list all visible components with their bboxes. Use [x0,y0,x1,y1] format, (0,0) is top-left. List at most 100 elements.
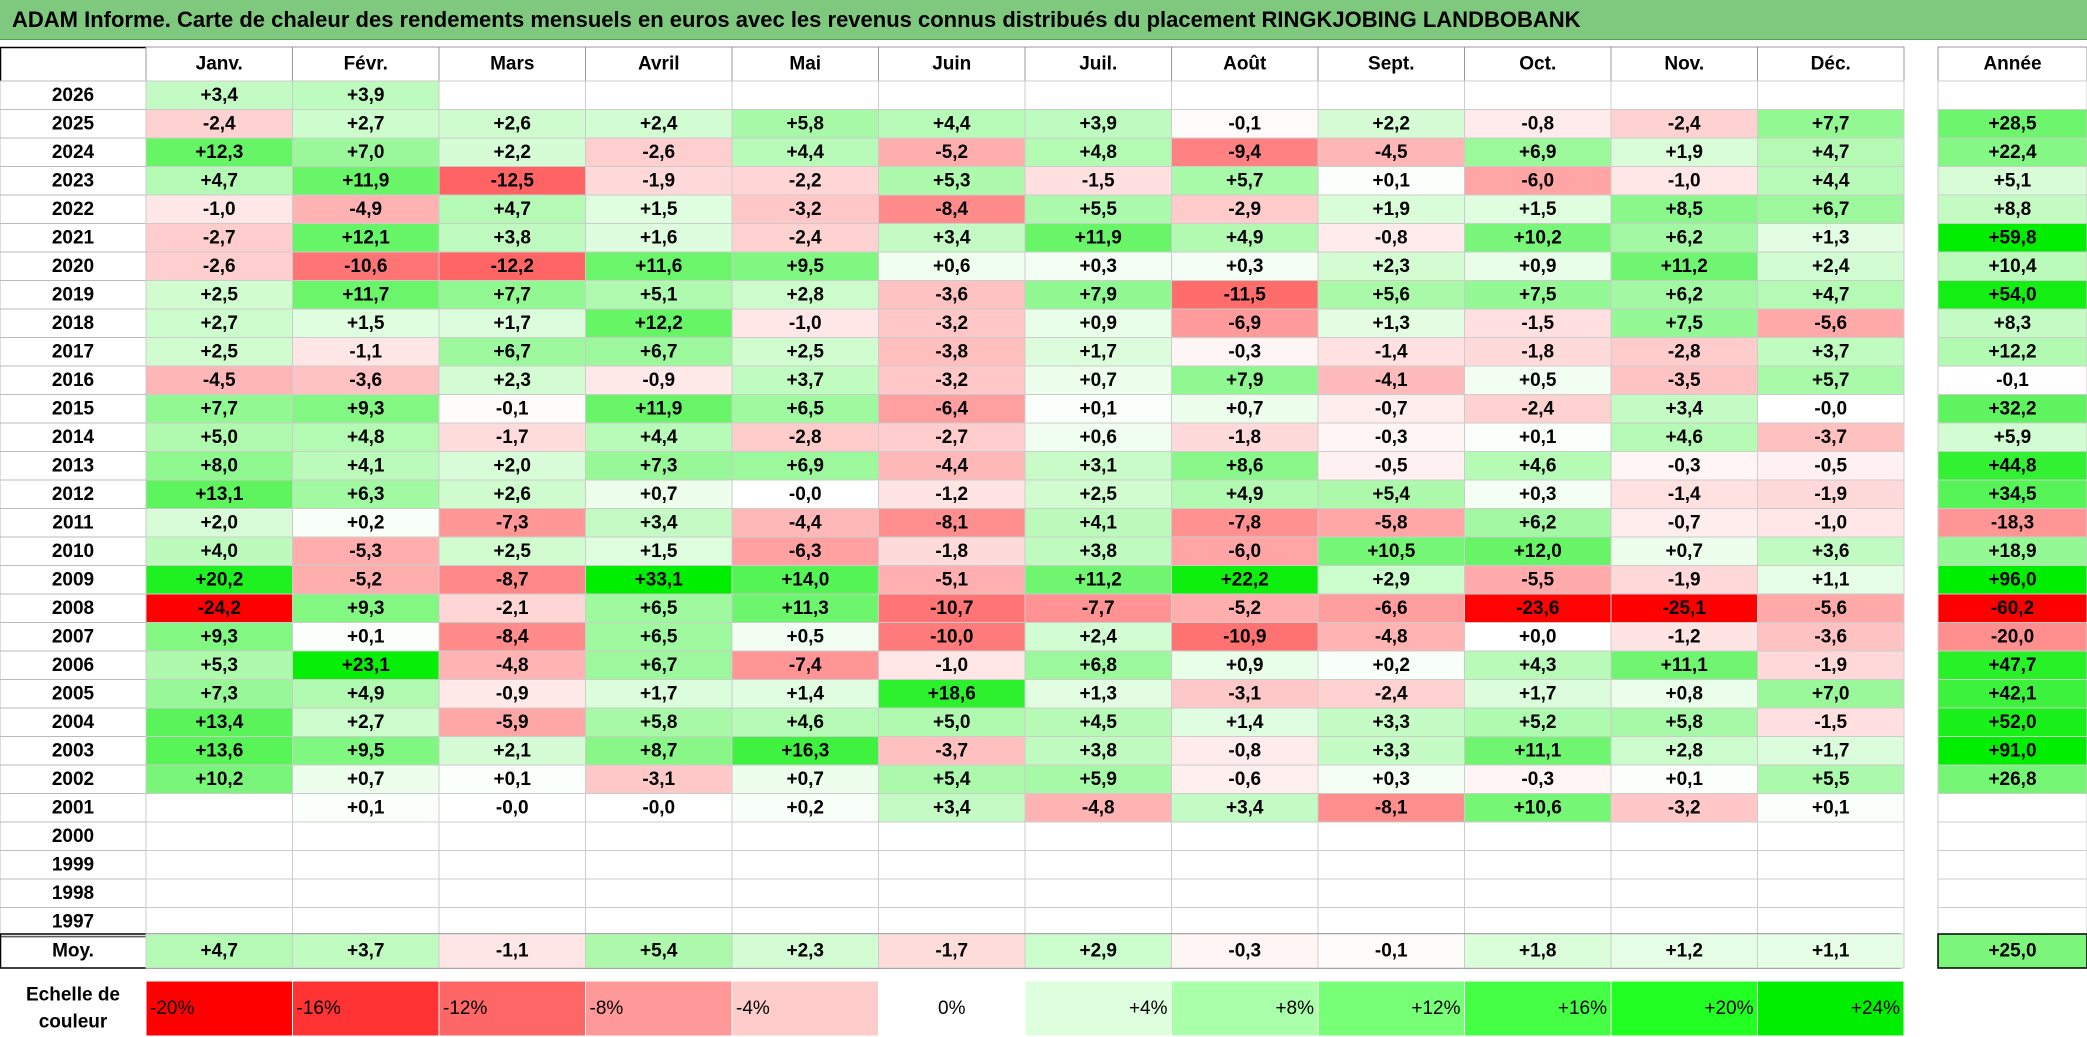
cell-value: +9,5 [347,740,385,761]
average-cell [1317,933,1465,969]
cell-value: -4,8 [1375,626,1408,647]
scale-label: +8% [1275,998,1314,1019]
heatmap-cell [438,166,586,196]
cell-value: -5,2 [1228,598,1261,619]
annual-value: +32,2 [1988,398,2036,419]
heatmap-cell [145,137,293,167]
heatmap-cell [585,508,733,538]
heatmap-cell [438,337,586,367]
cell-value: -7,8 [1228,512,1261,533]
cell-value: +4,3 [1519,655,1557,676]
heatmap-cell [1171,223,1319,253]
month-header: Févr. [344,54,388,75]
heatmap-cell [438,308,586,338]
annual-cell [1937,251,2087,281]
annual-cell [1937,536,2087,566]
cell-value: +7,7 [493,284,531,305]
annual-cell [1937,622,2087,652]
cell-value: +1,7 [1079,341,1117,362]
cell-value: +4,5 [1079,712,1117,733]
heatmap-cell [1317,508,1465,538]
heatmap-cell [438,878,586,908]
heatmap-cell [878,622,1026,652]
heatmap-cell [1024,451,1172,481]
scale-label-line2: couleur [39,1012,108,1033]
cell-value: +0,6 [1079,427,1117,448]
cell-value: +2,4 [1812,256,1850,277]
cell-value: +7,9 [1079,284,1117,305]
annual-value: +96,0 [1988,569,2036,590]
cell-value: -2,6 [203,256,236,277]
cell-value: +0,1 [493,769,531,790]
cell-value: +13,6 [195,740,243,761]
cell-value: -2,6 [642,142,675,163]
average-cell [438,933,586,969]
annual-cell [1937,451,2087,481]
annual-value: +8,8 [1994,199,2032,220]
cell-value: +5,4 [933,769,971,790]
year-label: 2011 [52,512,94,533]
cell-value: +6,7 [1812,199,1850,220]
cell-value: +2,5 [200,284,238,305]
heatmap-cell [585,850,733,880]
heatmap-cell [1024,764,1172,794]
cell-value: +0,8 [1665,683,1703,704]
cell-value: -8,1 [1375,797,1408,818]
scale-label: -4% [736,998,770,1019]
year-label: 2023 [52,170,94,191]
heatmap-cell [438,109,586,139]
annual-cell [1937,479,2087,509]
heatmap-cell [1024,166,1172,196]
cell-value: +3,7 [786,370,824,391]
month-header: Avril [638,54,680,75]
cell-value: -4,4 [789,512,822,533]
cell-value: +0,7 [1226,398,1264,419]
cell-value: +0,2 [1372,655,1410,676]
heatmap-cell [438,821,586,851]
heatmap-cell [1171,137,1319,167]
heatmap-cell [731,422,879,452]
cell-value: -0,0 [1814,398,1847,419]
cell-value: +7,7 [200,398,238,419]
heatmap-cell [1171,394,1319,424]
cell-value: +11,2 [1075,569,1122,590]
average-cell [731,933,879,969]
heatmap-cell [731,650,879,680]
heatmap-cell [292,308,440,338]
cell-value: +7,5 [1519,284,1557,305]
cell-value: -7,4 [789,655,822,676]
cell-value: -1,2 [1668,626,1701,647]
cell-value: -1,9 [1814,655,1847,676]
heatmap-cell [1757,650,1905,680]
cell-value: -2,9 [1228,199,1261,220]
cell-value: -8,4 [935,199,968,220]
cell-value: -10,9 [1223,626,1266,647]
heatmap-cell [1610,451,1758,481]
heatmap-cell [292,565,440,595]
heatmap-cell [438,907,586,937]
heatmap-cell [438,80,586,110]
annual-cell [1937,223,2087,253]
cell-value: +1,7 [1812,740,1850,761]
heatmap-cell [438,650,586,680]
cell-value: -0,0 [642,797,675,818]
heatmap-cell [1171,337,1319,367]
heatmap-cell [731,764,879,794]
heatmap-cell [1171,793,1319,823]
heatmap-cell [878,508,1026,538]
heatmap-cell [438,850,586,880]
annual-value: +91,0 [1988,740,2036,761]
cell-value: -7,7 [1082,598,1115,619]
average-value: +1,1 [1812,941,1850,962]
cell-value: +7,7 [1812,113,1850,134]
cell-value: +0,1 [1665,769,1703,790]
heatmap-cell [878,280,1026,310]
cell-value: +1,6 [640,227,678,248]
cell-value: -4,5 [203,370,236,391]
cell-value: +2,3 [1372,256,1410,277]
cell-value: +0,3 [1372,769,1410,790]
cell-value: +11,7 [342,284,389,305]
heatmap-cell [1464,707,1612,737]
month-header: Mars [490,54,534,75]
heatmap-cell [1024,793,1172,823]
